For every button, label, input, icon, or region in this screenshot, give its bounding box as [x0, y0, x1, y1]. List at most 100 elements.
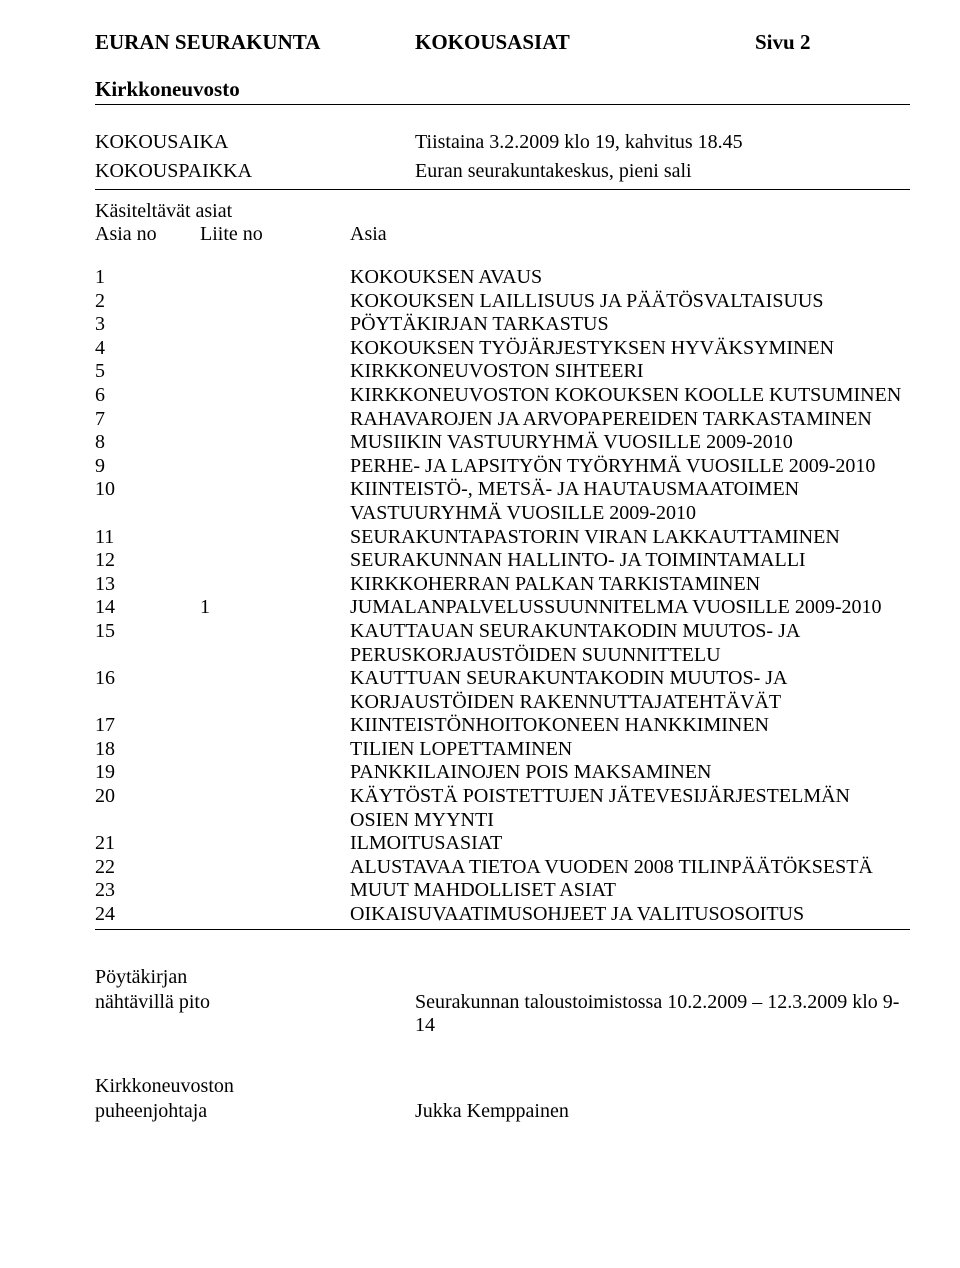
meeting-place-label: KOKOUSPAIKKA [95, 160, 415, 183]
agenda-item: 15 KAUTTAUAN SEURAKUNTAKODIN MUUTOS- JA P… [95, 620, 910, 667]
agenda-item: 8MUSIIKIN VASTUURYHMÄ VUOSILLE 2009-2010 [95, 431, 910, 455]
agenda-item-text: MUSIIKIN VASTUURYHMÄ VUOSILLE 2009-2010 [350, 431, 910, 455]
agenda-item-liite [200, 573, 350, 597]
agenda-item-no: 21 [95, 832, 200, 856]
agenda-item-liite: 1 [200, 596, 350, 620]
agenda-item-liite [200, 714, 350, 738]
agenda-item-text: PERHE- JA LAPSITYÖN TYÖRYHMÄ VUOSILLE 20… [350, 455, 910, 479]
agenda-item-text: KIRKKOHERRAN PALKAN TARKISTAMINEN [350, 573, 910, 597]
agenda-item-liite [200, 549, 350, 573]
agenda-item-liite [200, 408, 350, 432]
divider [95, 929, 910, 930]
agenda-item: 10 KIINTEISTÖ-, METSÄ- JA HAUTAUSMAATOIME… [95, 478, 910, 525]
chair-value: Jukka Kemppainen [415, 1100, 910, 1123]
agenda-item-liite [200, 266, 350, 290]
agenda-item-text: JUMALANPALVELUSSUUNNITELMA VUOSILLE 2009… [350, 596, 910, 620]
agenda-item: 21 ILMOITUSASIAT [95, 832, 910, 856]
agenda-item-text: RAHAVAROJEN JA ARVOPAPEREIDEN TARKASTAMI… [350, 408, 910, 432]
agenda-item-liite [200, 478, 350, 525]
agenda-item-liite [200, 667, 350, 714]
agenda-item-no: 12 [95, 549, 200, 573]
agenda-item-liite [200, 620, 350, 667]
agenda-item-liite [200, 856, 350, 880]
agenda-item: 11 SEURAKUNTAPASTORIN VIRAN LAKKAUTTAMINE… [95, 526, 910, 550]
agenda-item-no: 1 [95, 266, 200, 290]
agenda-item-liite [200, 337, 350, 361]
agenda-item-text: PANKKILAINOJEN POIS MAKSAMINEN [350, 761, 910, 785]
agenda-item-no: 19 [95, 761, 200, 785]
agenda-item-no: 13 [95, 573, 200, 597]
agenda-item-text: SEURAKUNTAPASTORIN VIRAN LAKKAUTTAMINEN [350, 526, 910, 550]
agenda-item-text: ILMOITUSASIAT [350, 832, 910, 856]
page-number: Sivu 2 [755, 30, 910, 55]
poytakirja-label-2: nähtävillä pito [95, 991, 415, 1037]
agenda-item-text: KIRKKONEUVOSTON SIHTEERI [350, 360, 910, 384]
agenda-item: 2KOKOUKSEN LAILLISUUS JA PÄÄTÖSVALTAISUU… [95, 290, 910, 314]
agenda-item-no: 16 [95, 667, 200, 714]
agenda-item: 22 ALUSTAVAA TIETOA VUODEN 2008 TILINPÄÄT… [95, 856, 910, 880]
page-header: EURAN SEURAKUNTA KOKOUSASIAT Sivu 2 [95, 30, 910, 55]
agenda-item-liite [200, 785, 350, 832]
agenda-item-liite [200, 313, 350, 337]
agenda-item-no: 14 [95, 596, 200, 620]
agenda-item: 141JUMALANPALVELUSSUUNNITELMA VUOSILLE 2… [95, 596, 910, 620]
agenda-legend: Asia no Liite no Asia [95, 223, 910, 246]
agenda-item-no: 5 [95, 360, 200, 384]
agenda-item-text: KÄYTÖSTÄ POISTETTUJEN JÄTEVESIJÄRJESTELM… [350, 785, 910, 832]
agenda-item-text: KOKOUKSEN LAILLISUUS JA PÄÄTÖSVALTAISUUS [350, 290, 910, 314]
poytakirja-value: Seurakunnan taloustoimistossa 10.2.2009 … [415, 991, 910, 1037]
subheading: Kirkkoneuvosto [95, 77, 910, 102]
agenda-item-text: PÖYTÄKIRJAN TARKASTUS [350, 313, 910, 337]
org-name: EURAN SEURAKUNTA [95, 30, 415, 55]
chair-label-2: puheenjohtaja [95, 1100, 415, 1123]
agenda-item: 13 KIRKKOHERRAN PALKAN TARKISTAMINEN [95, 573, 910, 597]
agenda-item-no: 15 [95, 620, 200, 667]
agenda-item-no: 11 [95, 526, 200, 550]
agenda-item-liite [200, 903, 350, 927]
agenda-item: 24OIKAISUVAATIMUSOHJEET JA VALITUSOSOITU… [95, 903, 910, 927]
agenda-item: 7RAHAVAROJEN JA ARVOPAPEREIDEN TARKASTAM… [95, 408, 910, 432]
agenda-item: 18TILIEN LOPETTAMINEN [95, 738, 910, 762]
agenda-item-liite [200, 455, 350, 479]
meeting-time-label: KOKOUSAIKA [95, 131, 415, 154]
agenda-item: 23MUUT MAHDOLLISET ASIAT [95, 879, 910, 903]
agenda-item-no: 10 [95, 478, 200, 525]
agenda-item: 12 SEURAKUNNAN HALLINTO- JA TOIMINTAMALLI [95, 549, 910, 573]
agenda-item-liite [200, 832, 350, 856]
agenda-item: 4 KOKOUKSEN TYÖJÄRJESTYKSEN HYVÄKSYMINEN [95, 337, 910, 361]
divider [95, 189, 910, 190]
agenda-item-liite [200, 879, 350, 903]
agenda-item-no: 4 [95, 337, 200, 361]
agenda-item-text: KIINTEISTÖNHOITOKONEEN HANKKIMINEN [350, 714, 910, 738]
divider [95, 104, 910, 105]
agenda-item-text: KAUTTAUAN SEURAKUNTAKODIN MUUTOS- JA PER… [350, 620, 910, 667]
agenda-item: 6KIRKKONEUVOSTON KOKOUKSEN KOOLLE KUTSUM… [95, 384, 910, 408]
meeting-time-value: Tiistaina 3.2.2009 klo 19, kahvitus 18.4… [415, 131, 910, 154]
agenda-item-text: MUUT MAHDOLLISET ASIAT [350, 879, 910, 903]
agenda-item: 5 KIRKKONEUVOSTON SIHTEERI [95, 360, 910, 384]
agenda-item-text: SEURAKUNNAN HALLINTO- JA TOIMINTAMALLI [350, 549, 910, 573]
poytakirja-label-1: Pöytäkirjan [95, 966, 415, 989]
agenda-item-text: TILIEN LOPETTAMINEN [350, 738, 910, 762]
agenda-item: 17 KIINTEISTÖNHOITOKONEEN HANKKIMINEN [95, 714, 910, 738]
agenda-item: 16 KAUTTUAN SEURAKUNTAKODIN MUUTOS- JA KO… [95, 667, 910, 714]
agenda-item-no: 20 [95, 785, 200, 832]
agenda-item: 19 PANKKILAINOJEN POIS MAKSAMINEN [95, 761, 910, 785]
agenda-item-text: KAUTTUAN SEURAKUNTAKODIN MUUTOS- JA KORJ… [350, 667, 910, 714]
agenda-item-no: 17 [95, 714, 200, 738]
agenda-heading: Käsiteltävät asiat [95, 200, 910, 223]
agenda-item-no: 22 [95, 856, 200, 880]
agenda-item-no: 3 [95, 313, 200, 337]
agenda-item: 1KOKOUKSEN AVAUS [95, 266, 910, 290]
agenda-item-text: OIKAISUVAATIMUSOHJEET JA VALITUSOSOITUS [350, 903, 910, 927]
agenda-item-text: ALUSTAVAA TIETOA VUODEN 2008 TILINPÄÄTÖK… [350, 856, 910, 880]
agenda-item-liite [200, 738, 350, 762]
agenda-item-liite [200, 384, 350, 408]
agenda-list: 1KOKOUKSEN AVAUS2KOKOUKSEN LAILLISUUS JA… [95, 266, 910, 927]
agenda-item-text: KIRKKONEUVOSTON KOKOUKSEN KOOLLE KUTSUMI… [350, 384, 910, 408]
agenda-item-liite [200, 431, 350, 455]
doc-type: KOKOUSASIAT [415, 30, 755, 55]
agenda-item-text: KOKOUKSEN TYÖJÄRJESTYKSEN HYVÄKSYMINEN [350, 337, 910, 361]
agenda-item: 9PERHE- JA LAPSITYÖN TYÖRYHMÄ VUOSILLE 2… [95, 455, 910, 479]
agenda-item-text: KIINTEISTÖ-, METSÄ- JA HAUTAUSMAATOIMEN … [350, 478, 910, 525]
